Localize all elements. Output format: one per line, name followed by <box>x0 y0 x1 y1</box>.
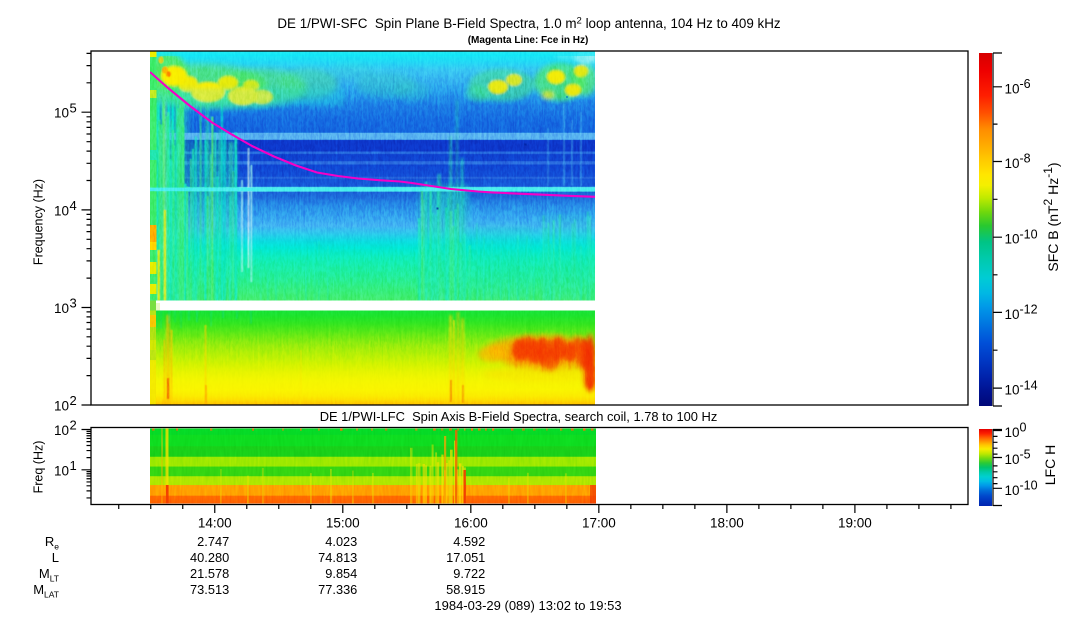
svg-text:-6: -6 <box>1020 77 1031 91</box>
svg-text:58.915: 58.915 <box>446 582 485 597</box>
svg-text:10: 10 <box>54 301 69 316</box>
svg-text:10: 10 <box>1005 232 1020 247</box>
svg-text:14:00: 14:00 <box>198 516 232 531</box>
svg-text:Frequency (Hz): Frequency (Hz) <box>32 179 46 265</box>
svg-text:9.722: 9.722 <box>453 566 485 581</box>
svg-text:10: 10 <box>1005 156 1020 171</box>
svg-text:16:00: 16:00 <box>454 516 488 531</box>
svg-text:77.336: 77.336 <box>318 582 357 597</box>
svg-text:4: 4 <box>70 198 77 213</box>
svg-text:10: 10 <box>54 203 69 218</box>
svg-text:LFC H: LFC H <box>1042 445 1058 485</box>
svg-text:10: 10 <box>54 106 69 121</box>
svg-text:DE 1/PWI-LFC Spin Axis B-Fiel: DE 1/PWI-LFC Spin Axis B-Field Spectra, … <box>320 409 718 424</box>
svg-text:9.854: 9.854 <box>325 566 357 581</box>
svg-text:10: 10 <box>1005 483 1020 498</box>
svg-text:-8: -8 <box>1020 152 1031 166</box>
svg-text:5: 5 <box>70 100 77 115</box>
svg-text:10: 10 <box>1005 383 1020 398</box>
svg-text:21.578: 21.578 <box>190 566 229 581</box>
svg-text:10: 10 <box>1005 452 1020 467</box>
svg-text:17.051: 17.051 <box>446 550 485 565</box>
svg-text:L: L <box>52 550 59 565</box>
svg-text:1984-03-29 (089) 13:02 to 19:5: 1984-03-29 (089) 13:02 to 19:53 <box>434 598 621 613</box>
svg-text:73.513: 73.513 <box>190 582 229 597</box>
svg-text:0: 0 <box>1020 421 1027 435</box>
svg-text:Freq (Hz): Freq (Hz) <box>32 441 46 494</box>
svg-text:10: 10 <box>54 423 69 438</box>
svg-text:17:00: 17:00 <box>582 516 616 531</box>
svg-text:(Magenta Line: Fce in Hz): (Magenta Line: Fce in Hz) <box>468 35 589 46</box>
svg-text:74.813: 74.813 <box>318 550 357 565</box>
svg-text:-5: -5 <box>1020 448 1031 462</box>
svg-text:10: 10 <box>1005 425 1020 440</box>
svg-text:10: 10 <box>1005 81 1020 96</box>
svg-text:4.592: 4.592 <box>453 534 485 549</box>
svg-text:15:00: 15:00 <box>326 516 360 531</box>
svg-text:3: 3 <box>70 296 77 311</box>
svg-text:10: 10 <box>54 399 69 414</box>
svg-text:-10: -10 <box>1020 227 1038 241</box>
svg-text:-14: -14 <box>1020 378 1038 392</box>
svg-text:4.023: 4.023 <box>325 534 357 549</box>
svg-text:-12: -12 <box>1020 303 1038 317</box>
svg-text:SFC B (nT2 Hz-1): SFC B (nT2 Hz-1) <box>1041 162 1061 271</box>
svg-text:18:00: 18:00 <box>710 516 744 531</box>
svg-text:40.280: 40.280 <box>190 550 229 565</box>
svg-text:19:00: 19:00 <box>838 516 872 531</box>
svg-text:2: 2 <box>70 418 77 433</box>
svg-text:2: 2 <box>70 393 77 408</box>
svg-text:2.747: 2.747 <box>197 534 229 549</box>
svg-text:-10: -10 <box>1020 479 1038 493</box>
svg-text:10: 10 <box>54 463 69 478</box>
svg-text:1: 1 <box>70 458 77 473</box>
svg-text:DE 1/PWI-SFC Spin Plane B-Fie: DE 1/PWI-SFC Spin Plane B-Field Spectra,… <box>277 16 781 32</box>
svg-text:10: 10 <box>1005 307 1020 322</box>
